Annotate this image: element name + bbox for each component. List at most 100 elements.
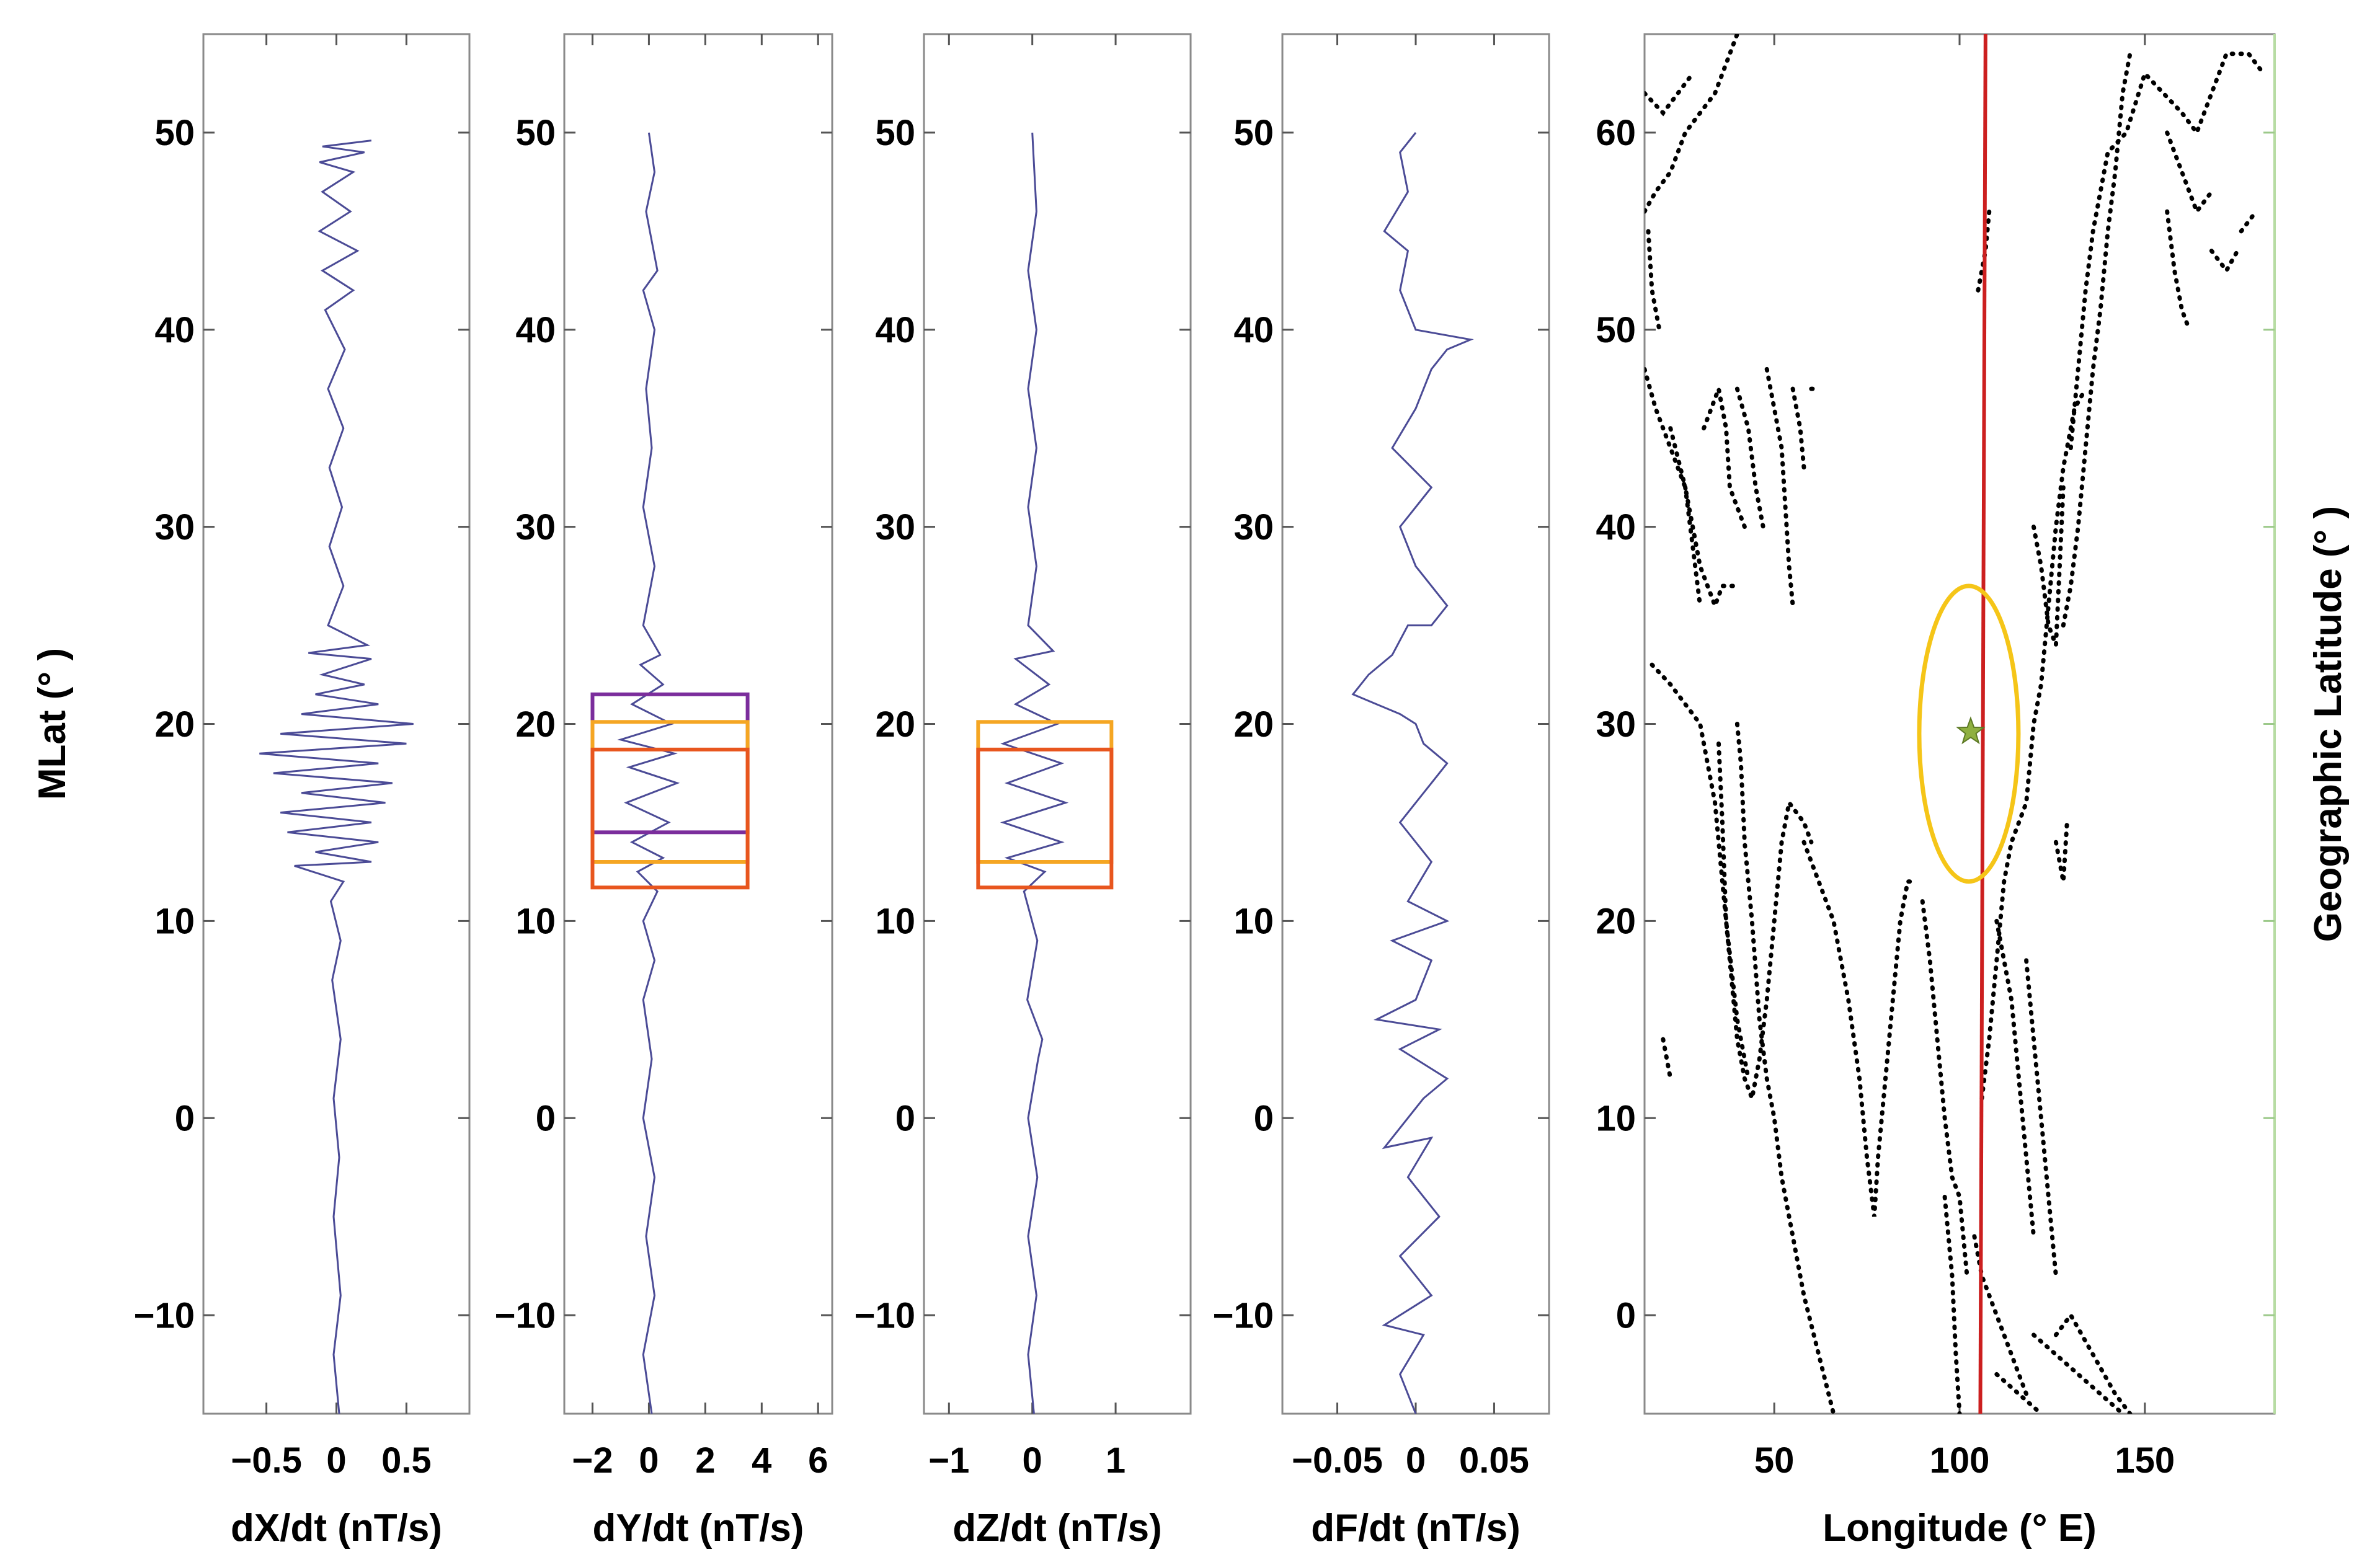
x-axis-label: dF/dt (nT/s) [1311,1507,1520,1549]
y-tick-label: 60 [1596,113,1636,153]
coastline [1650,662,1814,1107]
x-axis-label: Longitude (° E) [1823,1507,2096,1549]
y-tick-label: 40 [515,310,556,350]
x-tick-label: −0.5 [231,1440,302,1481]
y-tick-label: 10 [1596,1099,1636,1139]
coastline [2061,51,2133,628]
plot-frame [563,33,833,1415]
x-tick-label: 50 [1754,1440,1795,1481]
coastline [1942,1194,1962,1414]
y-tick-label: 30 [875,507,915,548]
plot-frame [202,33,471,1415]
x-tick-label: −1 [928,1440,969,1481]
coastline [1645,71,1695,117]
x-tick-label: 1 [1106,1440,1126,1481]
y-tick-label: 10 [154,902,195,942]
y-tick-label: −10 [495,1295,556,1336]
x-axis-label: dX/dt (nT/s) [231,1507,442,1549]
y-axis-label: MLat (° ) [31,648,74,800]
x-tick-label: 150 [2115,1440,2175,1481]
coastline [1702,381,1747,530]
coastline [1645,366,1739,612]
x-tick-label: 4 [752,1440,771,1481]
y-tick-label: 20 [875,704,915,745]
coastline [2031,1332,2125,1414]
y-axis-label: Geographic Latitude (° ) [2307,506,2350,942]
y-tick-label: 40 [154,310,195,350]
highlight-box [976,747,1114,890]
y-tick-label: −10 [134,1295,195,1336]
y-tick-label: 30 [154,507,195,548]
coastline [1790,386,1806,470]
y-tick-label: 30 [515,507,556,548]
y-tick-label: 0 [536,1099,556,1139]
panel-4: −10 0 10 20 30 40 50 −0.05 0 0.05 dF/dt (nT/s) [1213,33,1550,1549]
y-tick-label: 30 [1596,704,1636,745]
highlight-box [976,720,1114,864]
y-tick-label: 50 [515,113,556,153]
coastline [1764,366,1795,608]
y-tick-label: 50 [1233,113,1274,153]
series-line [1351,131,1474,1414]
x-tick-label: −0.05 [1292,1440,1383,1481]
y-tick-label: 10 [1233,902,1274,942]
coastline [1668,426,1703,608]
coastline [1734,722,1836,1414]
coastline [2165,130,2214,216]
y-tick-label: 30 [1233,507,1274,548]
x-axis-label: dZ/dt (nT/s) [952,1507,1161,1549]
y-tick-label: 0 [1616,1295,1636,1336]
coastline [2031,485,2066,646]
y-tick-label: 20 [154,704,195,745]
y-tick-label: 40 [1233,310,1274,350]
y-tick-label: 50 [154,113,195,153]
coastline [1994,918,2036,1239]
x-tick-label: 0 [326,1440,346,1481]
plot-area [1351,131,1474,1414]
coastline [1801,840,1917,1217]
plot-area [590,132,750,1414]
coastline [2239,209,2258,234]
y-tick-label: 20 [515,704,556,745]
coastline [2068,51,2266,450]
x-tick-label: 0.05 [1459,1440,1529,1481]
coastline [2053,820,2069,882]
y-tick-label: 0 [175,1099,195,1139]
y-tick-label: 40 [1596,507,1636,548]
x-tick-label: 0 [639,1440,659,1481]
y-tick-label: 20 [1233,704,1274,745]
y-tick-label: −10 [1213,1295,1274,1336]
coastline [2165,209,2191,332]
y-tick-label: −10 [855,1295,915,1336]
series-line [1000,132,1069,1414]
y-tick-label: 0 [895,1099,915,1139]
highlight-box [590,720,750,864]
x-tick-label: 0 [1406,1440,1426,1481]
coastline [2209,249,2240,275]
coastline [1716,741,1751,1081]
panel-5: 0 10 20 30 40 50 60 50 100 150 Longitude (° E) Geog… [1596,33,2350,1549]
coastline [1920,899,1969,1278]
y-tick-label: 50 [875,113,915,153]
y-tick-label: 50 [1596,310,1636,350]
y-tick-label: 10 [515,902,556,942]
coastline [1994,1372,2043,1414]
y-tick-label: 40 [875,310,915,350]
highlight-box [590,747,750,890]
x-tick-label: 0 [1023,1440,1042,1481]
coastline [1734,386,1765,530]
epicenter-star [1956,716,1986,745]
y-tick-label: 10 [875,902,915,942]
series-line [259,140,414,1414]
epicenter-ellipse [1917,583,2021,884]
x-axis-label: dY/dt (nT/s) [593,1507,804,1549]
coastline [1645,34,1739,214]
coastline [1646,229,1662,332]
satellite-track [1978,34,1987,1414]
plot-area [1645,34,2266,1414]
series-line [617,132,680,1414]
coastline [1661,1037,1673,1081]
